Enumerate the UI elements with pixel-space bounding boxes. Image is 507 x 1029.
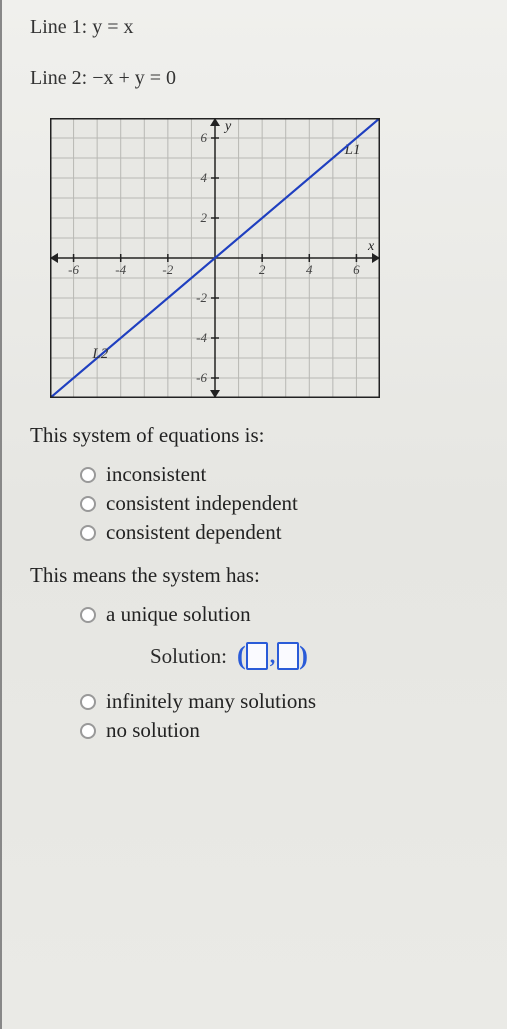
svg-text:L1: L1 <box>344 142 361 158</box>
svg-text:L2: L2 <box>91 346 108 362</box>
svg-text:-4: -4 <box>115 262 126 277</box>
graph-container: -6-4-2246-6-4-2246yxL1L2 <box>50 118 487 403</box>
option-unique-solution[interactable]: a unique solution <box>80 602 487 627</box>
svg-text:6: 6 <box>353 262 360 277</box>
svg-text:4: 4 <box>201 170 208 185</box>
radio-icon <box>80 694 96 710</box>
paren-close: ) <box>299 641 308 671</box>
svg-text:y: y <box>223 119 232 134</box>
radio-icon <box>80 496 96 512</box>
option-inconsistent[interactable]: inconsistent <box>80 462 487 487</box>
svg-text:4: 4 <box>306 262 313 277</box>
question-1-options: inconsistent consistent independent cons… <box>80 462 487 545</box>
radio-icon <box>80 723 96 739</box>
solution-x-input[interactable] <box>246 642 268 670</box>
question-2-options: a unique solution Solution: ( , ) infini… <box>80 602 487 743</box>
option-consistent-independent[interactable]: consistent independent <box>80 491 487 516</box>
svg-text:2: 2 <box>201 210 208 225</box>
svg-text:-2: -2 <box>196 290 207 305</box>
option-label: inconsistent <box>106 462 206 487</box>
svg-text:x: x <box>367 239 375 254</box>
option-infinitely-many[interactable]: infinitely many solutions <box>80 689 487 714</box>
radio-icon <box>80 467 96 483</box>
comma: , <box>268 643 278 669</box>
paren-open: ( <box>237 641 246 671</box>
worksheet-page: Line 1: y = x Line 2: −x + y = 0 -6 -4 -2 2… <box>0 0 507 1029</box>
svg-text:-6: -6 <box>68 262 79 277</box>
option-label: infinitely many solutions <box>106 689 316 714</box>
question-1-prompt: This system of equations is: <box>30 423 487 448</box>
equation-line-1: Line 1: y = x <box>30 16 487 39</box>
solution-label: Solution: <box>150 644 227 669</box>
radio-icon <box>80 607 96 623</box>
question-2-prompt: This means the system has: <box>30 563 487 588</box>
svg-text:-6: -6 <box>196 370 207 385</box>
option-consistent-dependent[interactable]: consistent dependent <box>80 520 487 545</box>
option-label: a unique solution <box>106 602 251 627</box>
option-label: no solution <box>106 718 200 743</box>
solution-row: Solution: ( , ) <box>150 641 487 671</box>
option-label: consistent dependent <box>106 520 282 545</box>
coordinate-graph: -6-4-2246-6-4-2246yxL1L2 <box>50 118 380 398</box>
radio-icon <box>80 525 96 541</box>
option-label: consistent independent <box>106 491 298 516</box>
svg-text:6: 6 <box>201 130 208 145</box>
svg-text:2: 2 <box>259 262 266 277</box>
svg-text:-2: -2 <box>162 262 173 277</box>
svg-text:-4: -4 <box>196 330 207 345</box>
equation-line-2: Line 2: −x + y = 0 <box>30 67 487 90</box>
solution-y-input[interactable] <box>277 642 299 670</box>
option-no-solution[interactable]: no solution <box>80 718 487 743</box>
